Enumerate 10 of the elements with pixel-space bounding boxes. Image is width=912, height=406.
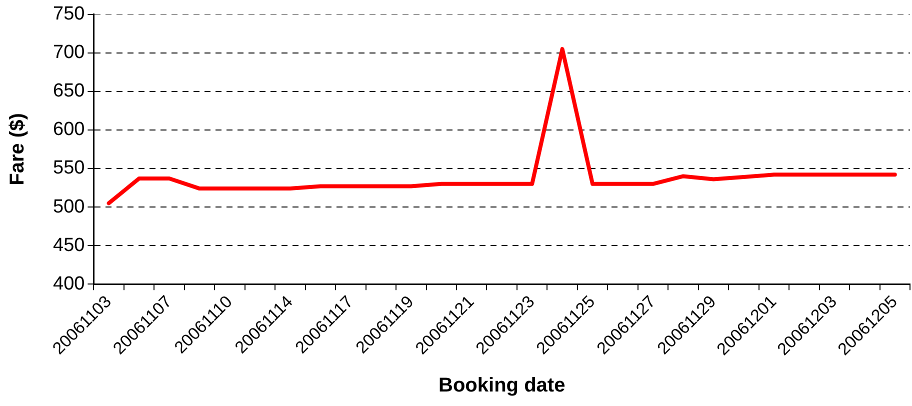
x-axis-title: Booking date (438, 374, 566, 397)
y-tick-label: 600 (53, 119, 85, 140)
y-tick-label: 650 (53, 80, 85, 102)
y-tick-label: 400 (53, 273, 85, 294)
y-tick-label: 550 (53, 158, 85, 179)
y-tick-label: 750 (53, 4, 85, 25)
y-axis-title: Fare ($) (6, 113, 29, 186)
y-tick-label: 700 (53, 42, 85, 64)
y-tick-label: 500 (53, 196, 85, 218)
y-tick-label: 450 (53, 234, 85, 256)
